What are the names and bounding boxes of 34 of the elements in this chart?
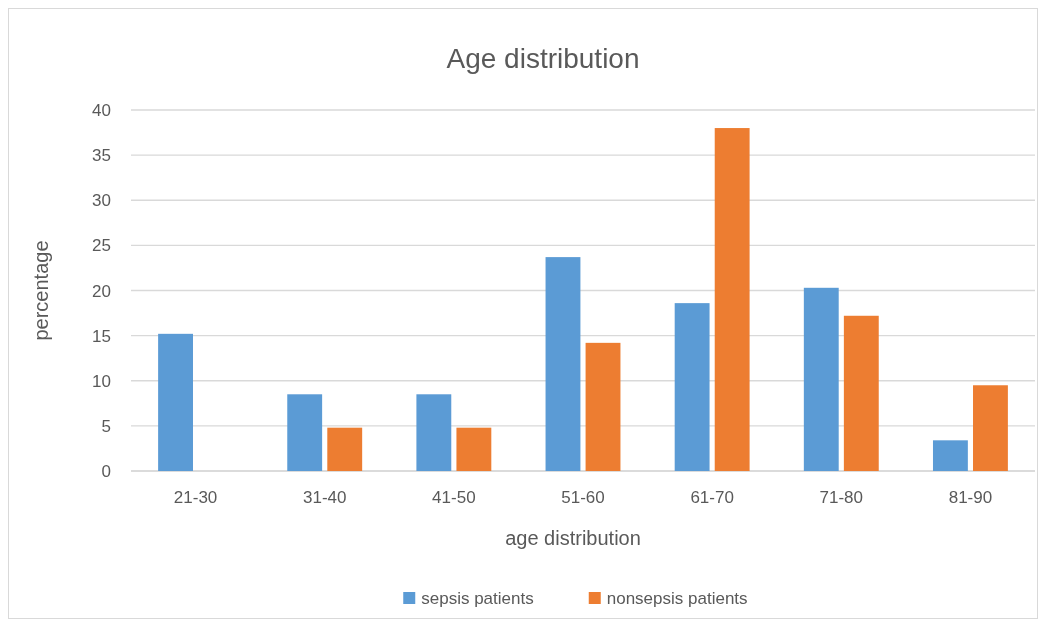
x-tick-label: 61-70 — [690, 488, 734, 507]
legend-label: sepsis patients — [421, 589, 534, 608]
y-tick-label: 40 — [92, 101, 111, 120]
x-tick-label: 41-50 — [432, 488, 476, 507]
x-tick-label: 71-80 — [819, 488, 864, 507]
y-tick-label: 10 — [92, 371, 111, 391]
x-tick-label: 51-60 — [561, 488, 605, 507]
x-tick-label: 81-90 — [948, 488, 993, 507]
bar — [158, 333, 193, 471]
y-tick-label: 20 — [92, 281, 111, 301]
legend-label: nonsepsis patients — [606, 589, 748, 608]
bar — [674, 303, 710, 471]
y-axis-title: percentage — [30, 240, 52, 341]
y-tick-label: 15 — [92, 326, 111, 346]
bar — [585, 342, 621, 471]
bar — [843, 315, 879, 471]
x-tick-label: 31-40 — [302, 488, 347, 507]
bar — [545, 257, 581, 471]
y-tick-label: 35 — [92, 146, 111, 166]
bar — [287, 394, 323, 471]
chart-title: Age distribution — [446, 43, 640, 74]
bar — [327, 427, 363, 471]
y-tick-label: 25 — [92, 236, 111, 256]
x-tick-label: 21-30 — [173, 488, 218, 507]
bar — [932, 440, 968, 471]
x-axis-title: age distribution — [505, 527, 641, 549]
y-tick-label: 30 — [92, 191, 111, 211]
bar — [973, 385, 1008, 471]
y-tick-label: 0 — [101, 462, 111, 481]
bar — [714, 128, 750, 471]
y-tick-label: 5 — [101, 416, 111, 436]
bar — [416, 394, 452, 471]
bar — [456, 427, 492, 471]
bar — [803, 287, 839, 471]
